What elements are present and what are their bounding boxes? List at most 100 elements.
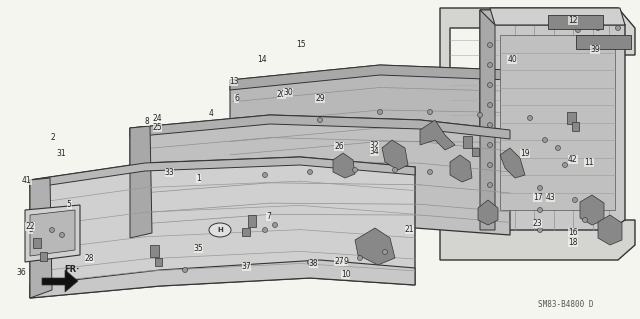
Circle shape [49,227,54,233]
Circle shape [488,83,493,87]
Text: 33: 33 [164,168,175,177]
Circle shape [488,162,493,167]
Polygon shape [30,178,52,298]
Polygon shape [480,10,495,230]
Bar [155,258,162,266]
Text: 6: 6 [234,94,239,103]
Text: 11: 11 [584,158,593,167]
Text: 23: 23 [532,219,543,228]
Polygon shape [382,140,408,170]
Circle shape [307,259,312,264]
Text: 18: 18 [568,238,577,247]
Circle shape [538,207,543,212]
Text: 19: 19 [520,149,530,158]
Bar [242,228,250,236]
Circle shape [573,197,577,203]
Bar [548,15,603,29]
Polygon shape [420,120,455,150]
Polygon shape [130,115,510,139]
Text: 26: 26 [334,142,344,151]
Text: 39: 39 [590,45,600,54]
Polygon shape [440,8,635,260]
Circle shape [488,182,493,188]
Text: 10: 10 [340,270,351,279]
Circle shape [317,117,323,122]
Text: 17: 17 [532,193,543,202]
Polygon shape [30,157,415,188]
Bar [572,122,579,131]
Text: 38: 38 [308,259,319,268]
Text: 13: 13 [228,77,239,86]
Text: 27: 27 [334,257,344,266]
Bar [472,148,479,156]
Text: 8: 8 [145,117,150,126]
Text: 24: 24 [152,114,163,122]
Text: 36: 36 [16,268,26,277]
Text: H: H [217,227,223,233]
Text: 9: 9 [343,257,348,266]
Polygon shape [478,200,498,225]
Polygon shape [30,157,415,298]
Polygon shape [490,8,625,25]
Polygon shape [480,10,625,230]
Text: 40: 40 [507,55,517,63]
Circle shape [353,167,358,173]
Polygon shape [480,10,625,25]
Polygon shape [450,155,472,182]
Text: 31: 31 [56,149,66,158]
Polygon shape [42,270,78,292]
Circle shape [582,218,588,222]
Text: 25: 25 [152,123,163,132]
Bar [567,112,576,124]
Text: 16: 16 [568,228,578,237]
Polygon shape [230,65,580,90]
Text: 30: 30 [283,88,293,97]
Circle shape [543,137,547,143]
Polygon shape [130,126,152,238]
Polygon shape [230,65,580,168]
Circle shape [488,122,493,128]
Circle shape [307,169,312,174]
Polygon shape [30,210,75,256]
Text: 2: 2 [50,133,55,142]
Circle shape [538,227,543,233]
Text: SM83-B4800 D: SM83-B4800 D [538,300,593,309]
Circle shape [428,109,433,115]
Text: 41: 41 [22,176,32,185]
Text: 4: 4 [209,109,214,118]
Polygon shape [580,195,604,225]
Text: 32: 32 [369,141,380,150]
Text: 12: 12 [568,16,577,25]
Bar [248,215,256,227]
Bar [150,245,159,257]
Polygon shape [598,215,622,245]
Circle shape [392,167,397,173]
Text: 22: 22 [26,222,35,231]
Polygon shape [333,153,355,178]
Circle shape [575,27,580,33]
Bar [33,238,41,248]
Ellipse shape [209,223,231,237]
Text: 15: 15 [296,40,306,49]
Circle shape [616,26,621,31]
Circle shape [262,227,268,233]
Polygon shape [355,228,395,265]
Circle shape [378,109,383,115]
Text: 35: 35 [193,244,204,253]
Text: FR·: FR· [64,265,79,274]
Text: 5: 5 [67,200,72,209]
Text: 3: 3 [28,225,33,234]
Polygon shape [500,148,525,178]
Bar [463,136,472,148]
Circle shape [182,268,188,272]
Text: 20: 20 [276,90,287,99]
Text: 1: 1 [196,174,201,183]
Circle shape [383,249,387,255]
Text: 34: 34 [369,147,380,156]
Circle shape [527,115,532,121]
Text: 21: 21 [405,225,414,234]
Circle shape [538,186,543,190]
Circle shape [488,102,493,108]
Circle shape [556,145,561,151]
Circle shape [60,233,65,238]
